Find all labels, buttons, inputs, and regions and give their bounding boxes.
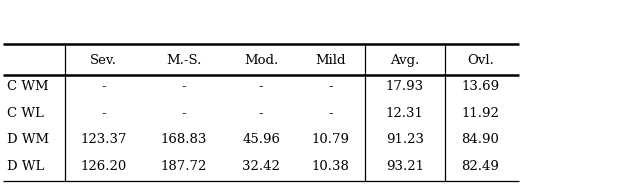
Text: -: -: [259, 80, 263, 93]
Text: Mild: Mild: [315, 54, 346, 67]
Text: 45.96: 45.96: [242, 133, 280, 146]
Text: 91.23: 91.23: [386, 133, 424, 146]
Text: C WM: C WM: [7, 80, 49, 93]
Text: -: -: [182, 80, 186, 93]
Text: -: -: [328, 107, 333, 120]
Text: 10.79: 10.79: [311, 133, 350, 146]
Text: -: -: [182, 107, 186, 120]
Text: D WM: D WM: [7, 133, 49, 146]
Text: 10.38: 10.38: [311, 160, 350, 173]
Text: -: -: [259, 107, 263, 120]
Text: Ovl.: Ovl.: [467, 54, 494, 67]
Text: -: -: [101, 107, 106, 120]
Text: D WL: D WL: [7, 160, 44, 173]
Text: 187.72: 187.72: [161, 160, 207, 173]
Text: 32.42: 32.42: [242, 160, 280, 173]
Text: 13.69: 13.69: [462, 80, 499, 93]
Text: 17.93: 17.93: [386, 80, 424, 93]
Text: Avg.: Avg.: [390, 54, 420, 67]
Text: 123.37: 123.37: [80, 133, 127, 146]
Text: 168.83: 168.83: [161, 133, 207, 146]
Text: 82.49: 82.49: [462, 160, 499, 173]
Text: C WL: C WL: [7, 107, 44, 120]
Text: 126.20: 126.20: [80, 160, 127, 173]
Text: Sev.: Sev.: [90, 54, 117, 67]
Text: 93.21: 93.21: [386, 160, 424, 173]
Text: -: -: [328, 80, 333, 93]
Text: -: -: [101, 80, 106, 93]
Text: Mod.: Mod.: [244, 54, 278, 67]
Text: 12.31: 12.31: [386, 107, 424, 120]
Text: 84.90: 84.90: [462, 133, 499, 146]
Text: 11.92: 11.92: [462, 107, 499, 120]
Text: M.-S.: M.-S.: [166, 54, 201, 67]
